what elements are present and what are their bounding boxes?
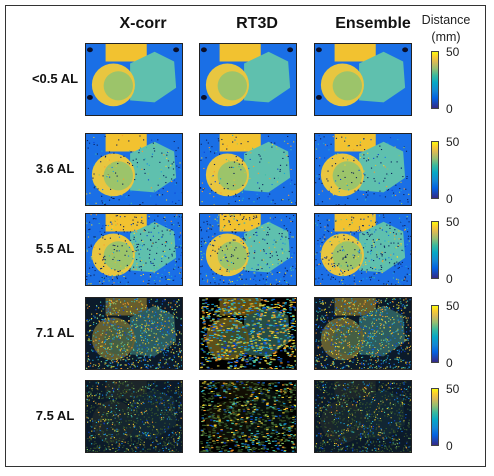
colorbar: [431, 141, 439, 199]
depth-map-rt3d-0: [199, 43, 297, 116]
depth-map-ensemble-1: [314, 133, 412, 206]
colorbar-max-label: 50: [446, 382, 460, 396]
depth-map-rt3d-3: [199, 297, 297, 370]
colorbar-max-label: 50: [446, 299, 460, 313]
depth-map-ensemble-0: [314, 43, 412, 116]
figure-frame: X-corr RT3D Ensemble Distance (mm) <0.5 …: [5, 5, 486, 467]
colorbar-max-label: 50: [446, 135, 460, 149]
row-label: <0.5 AL: [31, 71, 79, 86]
depth-map-rt3d-1: [199, 133, 297, 206]
depth-map-xcorr-4: [85, 380, 183, 453]
row-label: 7.5 AL: [35, 408, 75, 423]
colorbar-min-label: 0: [446, 102, 453, 116]
colorbar: [431, 388, 439, 446]
colorbar: [431, 51, 439, 109]
column-header-rt3d: RT3D: [236, 15, 278, 32]
depth-map-xcorr-2: [85, 213, 183, 286]
depth-map-rt3d-4: [199, 380, 297, 453]
row-label: 5.5 AL: [35, 241, 75, 256]
column-header-ensemble: Ensemble: [335, 15, 411, 32]
colorbar: [431, 305, 439, 363]
depth-map-ensemble-3: [314, 297, 412, 370]
depth-map-ensemble-2: [314, 213, 412, 286]
colorbar: [431, 221, 439, 279]
depth-map-xcorr-0: [85, 43, 183, 116]
colorbar-min-label: 0: [446, 356, 453, 370]
colorbar-max-label: 50: [446, 215, 460, 229]
depth-map-ensemble-4: [314, 380, 412, 453]
colorbar-title-line2: (mm): [431, 30, 461, 44]
colorbar-title-line1: Distance: [421, 13, 471, 27]
depth-map-xcorr-1: [85, 133, 183, 206]
depth-map-xcorr-3: [85, 297, 183, 370]
row-label: 7.1 AL: [35, 325, 75, 340]
colorbar-min-label: 0: [446, 439, 453, 453]
row-label: 3.6 AL: [35, 161, 75, 176]
colorbar-min-label: 0: [446, 272, 453, 286]
colorbar-min-label: 0: [446, 192, 453, 206]
colorbar-max-label: 50: [446, 45, 460, 59]
colorbar-title: Distance (mm): [418, 12, 474, 46]
depth-map-rt3d-2: [199, 213, 297, 286]
column-header-xcorr: X-corr: [119, 15, 167, 32]
